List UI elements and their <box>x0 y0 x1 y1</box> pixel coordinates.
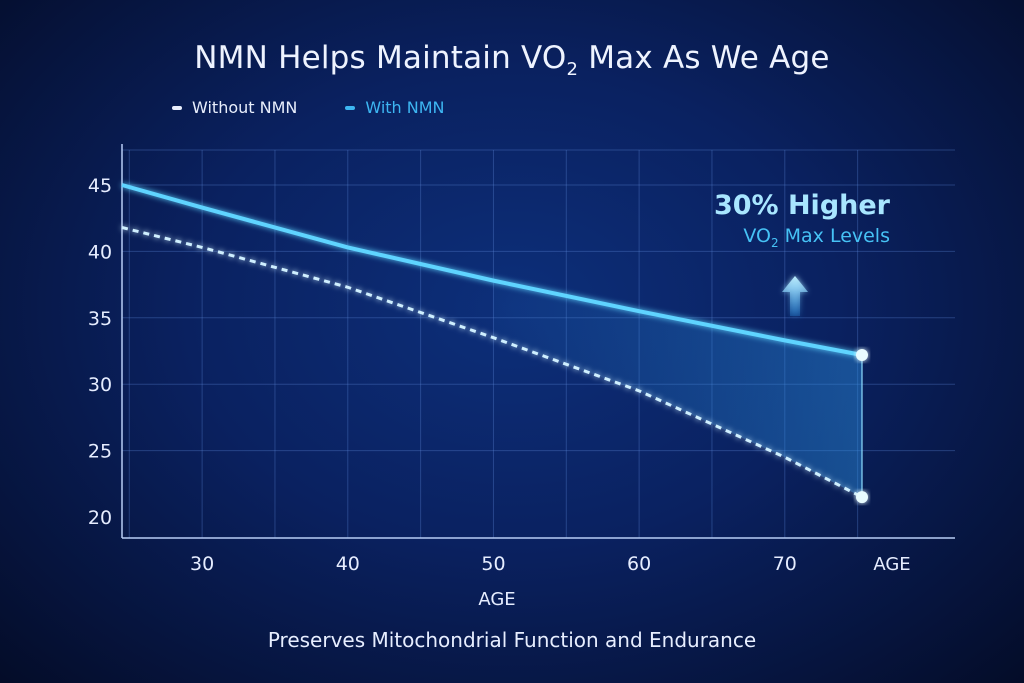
annot-vo: VO <box>743 225 771 247</box>
legend-swatch-with <box>345 105 356 110</box>
x-tick-label: 30 <box>190 553 214 575</box>
y-tick-label: 25 <box>88 441 112 463</box>
gap-fill-area <box>493 280 862 498</box>
annotation-subline: VO2 Max Levels <box>714 225 890 250</box>
x-tick-label: 60 <box>627 553 651 575</box>
title-text: NMN Helps Maintain VO <box>194 40 567 76</box>
x-axis-end-label: AGE <box>873 554 910 575</box>
x-axis-label: AGE <box>478 589 515 610</box>
annot-sub: 2 <box>770 235 779 250</box>
x-tick-label: 70 <box>773 553 797 575</box>
y-tick-label: 35 <box>88 308 112 330</box>
y-tick-label: 40 <box>88 241 112 263</box>
legend-swatch-without <box>172 105 182 110</box>
y-tick-label: 30 <box>88 374 112 396</box>
annotation-headline: 30% Higher <box>713 190 890 221</box>
title-subscript: 2 <box>566 59 579 81</box>
chart-title: NMN Helps Maintain VO2 Max As We Age <box>0 40 1024 80</box>
data-point-with-nmn <box>856 348 868 361</box>
legend: Without NMN With NMN <box>172 98 445 117</box>
title-tail: Max As We Age <box>578 40 830 76</box>
y-tick-label: 20 <box>88 507 112 529</box>
legend-label-without: Without NMN <box>192 98 298 117</box>
up-arrow-icon <box>782 276 808 316</box>
footer-caption: Preserves Mitochondrial Function and End… <box>267 628 757 652</box>
y-tick-label: 45 <box>88 175 112 197</box>
data-point-without-nmn <box>856 491 868 504</box>
x-tick-label: 40 <box>336 553 360 575</box>
legend-item-with-nmn: With NMN <box>345 98 445 117</box>
annotation: 30% Higher VO2 Max Levels <box>714 190 890 250</box>
x-tick-label: 50 <box>481 553 505 575</box>
legend-item-without-nmn: Without NMN <box>172 98 297 117</box>
annot-post: Max Levels <box>778 225 890 247</box>
legend-label-with: With NMN <box>365 98 445 117</box>
